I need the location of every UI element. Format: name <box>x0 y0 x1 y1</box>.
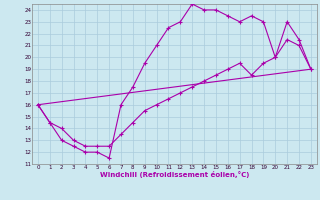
X-axis label: Windchill (Refroidissement éolien,°C): Windchill (Refroidissement éolien,°C) <box>100 171 249 178</box>
